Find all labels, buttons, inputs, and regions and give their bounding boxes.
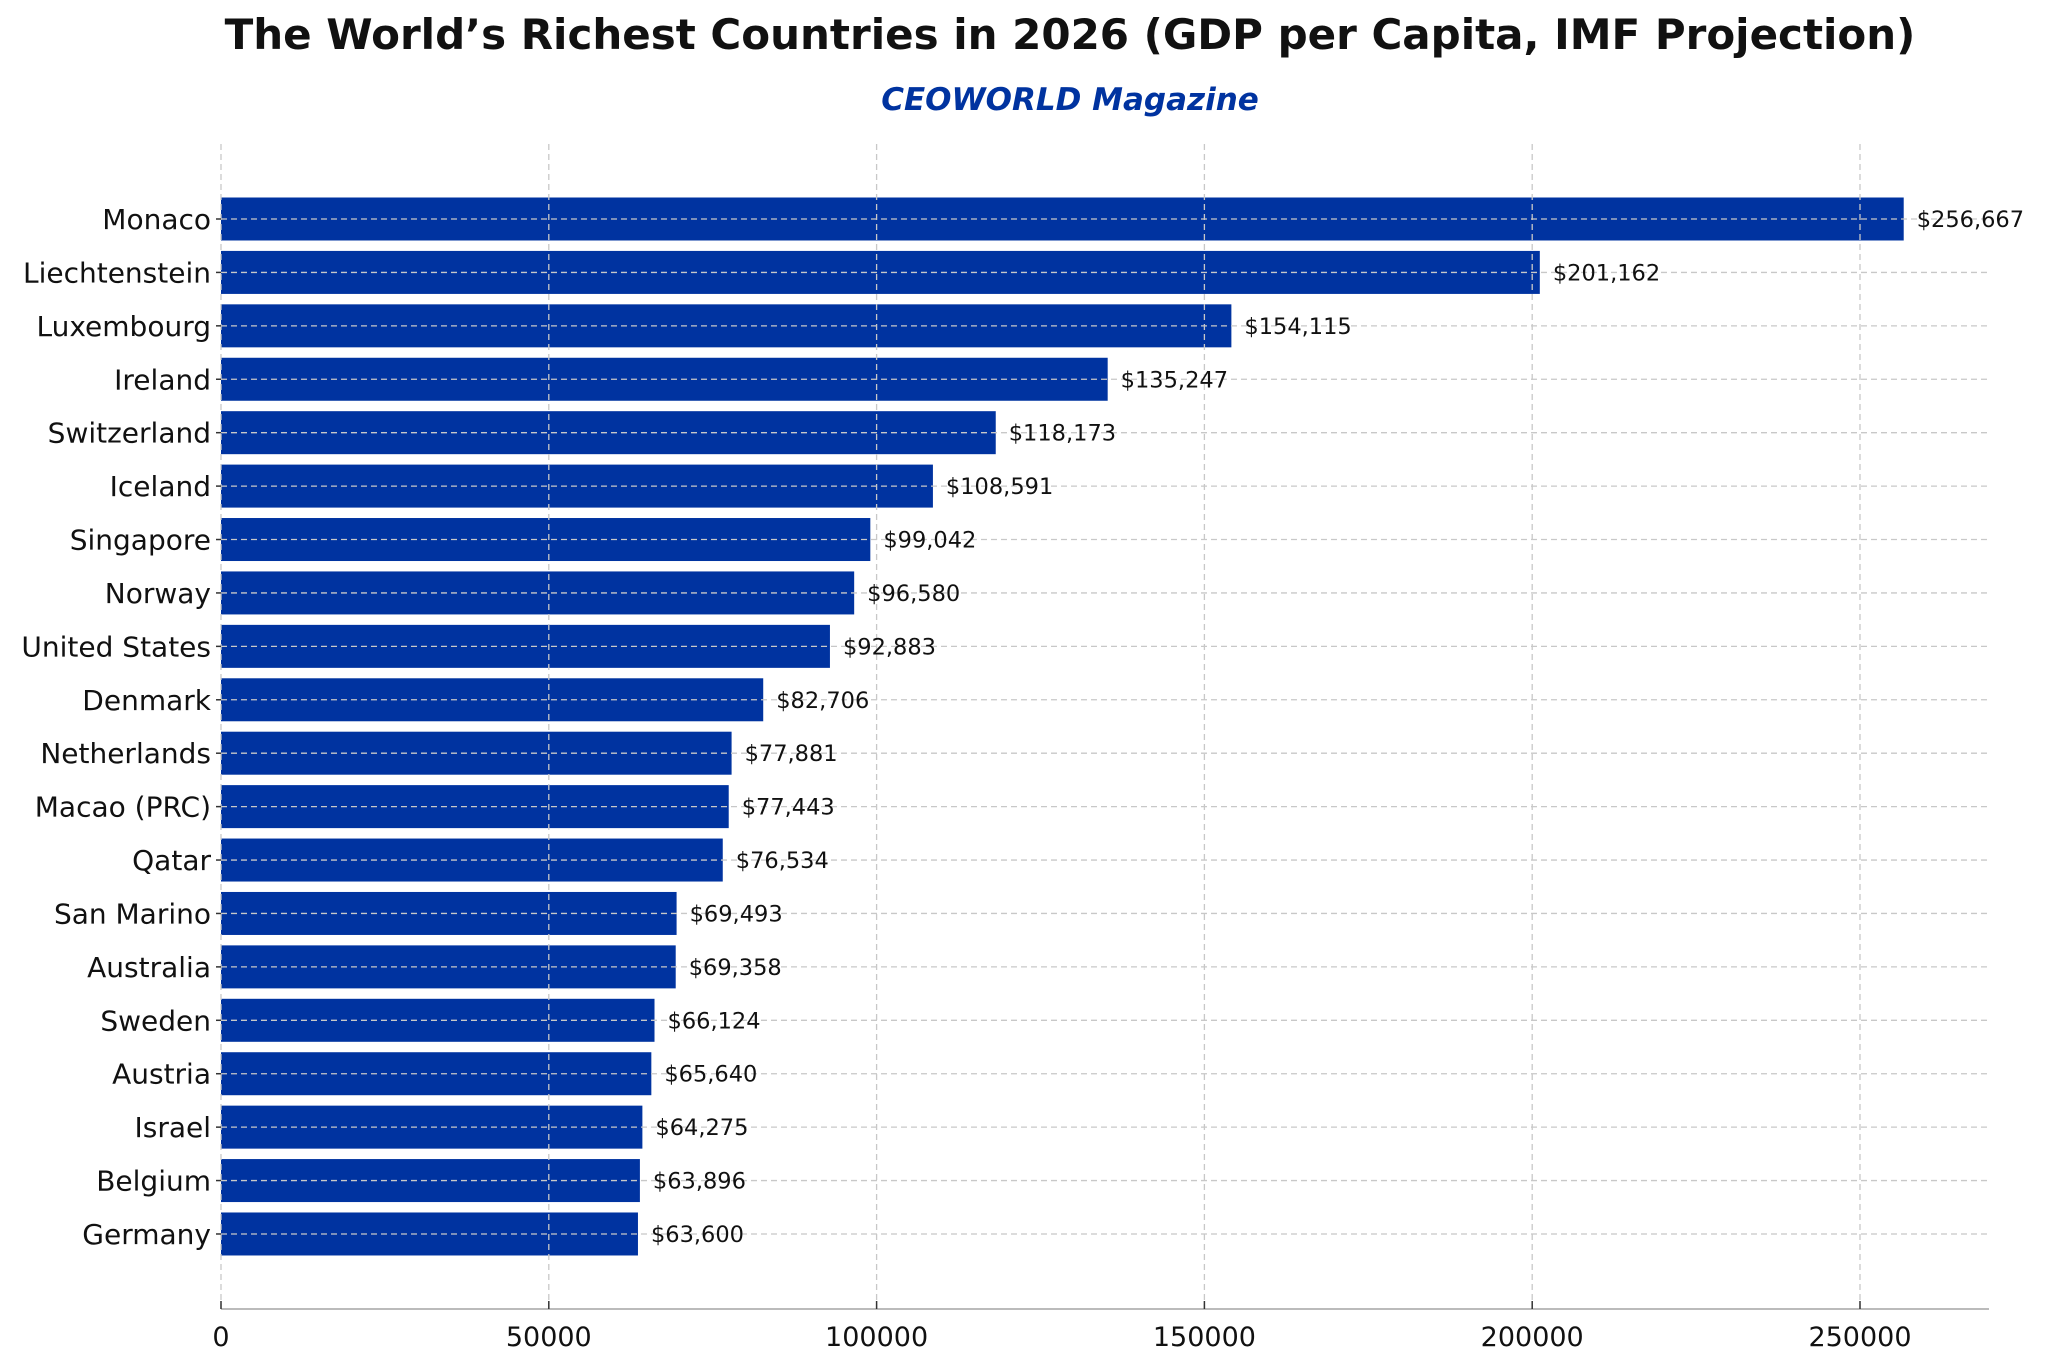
bar-australia xyxy=(221,945,676,989)
category-label: Sweden xyxy=(100,1004,211,1037)
bar-germany xyxy=(221,1212,638,1256)
bar-belgium xyxy=(221,1159,640,1203)
data-label: $99,042 xyxy=(883,528,976,554)
x-tick-label: 150000 xyxy=(1153,1322,1256,1353)
category-label: Iceland xyxy=(110,470,211,503)
category-label: Switzerland xyxy=(48,417,211,450)
category-label: Singapore xyxy=(70,524,211,557)
data-label: $69,358 xyxy=(689,955,782,981)
data-label: $82,706 xyxy=(776,688,869,714)
category-label: Liechtenstein xyxy=(23,256,211,289)
category-label: Netherlands xyxy=(40,737,211,770)
data-label: $135,247 xyxy=(1121,367,1228,393)
x-tick-label: 100000 xyxy=(825,1322,928,1353)
data-label: $92,883 xyxy=(843,634,936,660)
category-label: Macao (PRC) xyxy=(35,791,211,824)
category-label: Austria xyxy=(112,1058,211,1091)
data-label: $66,124 xyxy=(668,1008,761,1034)
x-tick-label: 0 xyxy=(212,1322,229,1353)
x-tick-label: 200000 xyxy=(1481,1322,1584,1353)
chart-title: The World’s Richest Countries in 2026 (G… xyxy=(224,10,1916,59)
category-label: Belgium xyxy=(96,1165,211,1198)
data-label: $64,275 xyxy=(655,1115,748,1141)
category-label: Ireland xyxy=(114,363,211,396)
data-label: $154,115 xyxy=(1244,314,1351,340)
category-label: Luxembourg xyxy=(36,310,211,343)
category-label: Monaco xyxy=(102,203,211,236)
data-label: $65,640 xyxy=(664,1062,757,1088)
data-label: $76,534 xyxy=(736,848,829,874)
data-label: $77,443 xyxy=(742,795,835,821)
x-tick-label: 250000 xyxy=(1808,1322,1911,1353)
category-label: United States xyxy=(21,630,211,663)
category-label: Denmark xyxy=(82,684,211,717)
data-label: $63,896 xyxy=(653,1169,746,1195)
data-label: $77,881 xyxy=(745,741,838,767)
category-label: Australia xyxy=(87,951,211,984)
data-label: $256,667 xyxy=(1917,207,2024,233)
bar-liechtenstein xyxy=(221,250,1540,294)
bar-san-marino xyxy=(221,891,677,935)
data-label: $201,162 xyxy=(1553,260,1660,286)
bar-switzerland xyxy=(221,411,996,455)
data-label: $118,173 xyxy=(1009,421,1116,447)
data-label: $96,580 xyxy=(867,581,960,607)
data-label: $63,600 xyxy=(651,1222,744,1248)
category-label: Germany xyxy=(82,1218,211,1251)
x-tick-label: 50000 xyxy=(506,1322,592,1353)
data-label: $69,493 xyxy=(690,901,783,927)
category-label: Qatar xyxy=(132,844,211,877)
data-label: $108,591 xyxy=(946,474,1053,500)
category-label: San Marino xyxy=(54,897,211,930)
category-label: Israel xyxy=(134,1111,211,1144)
category-label: Norway xyxy=(105,577,211,610)
chart-subtitle: CEOWORLD Magazine xyxy=(881,82,1259,118)
